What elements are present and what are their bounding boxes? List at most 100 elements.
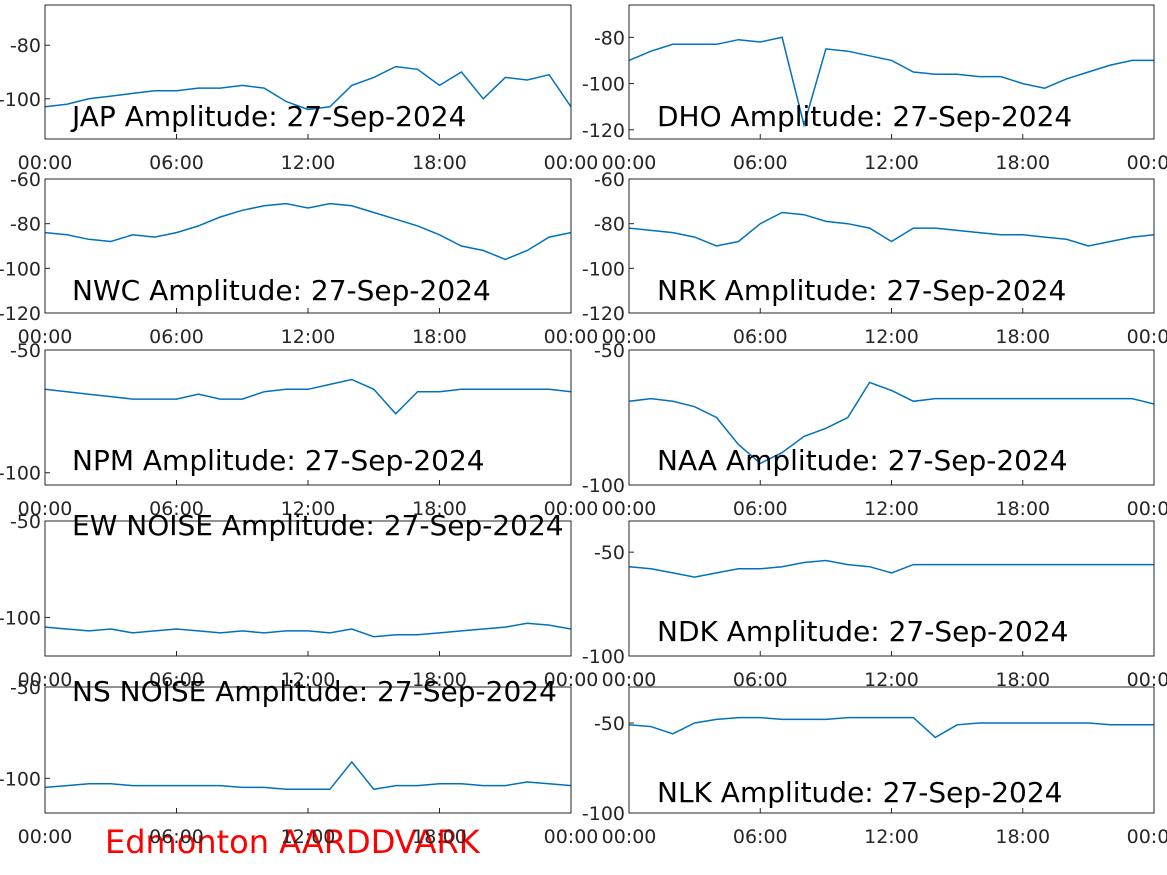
x-tick-label: 06:00 [149, 152, 204, 174]
x-tick-label: 18:00 [412, 498, 467, 520]
x-tick-label: 00:00 [544, 152, 599, 174]
x-tick-label: 00:00 [602, 826, 657, 848]
x-tick-label: 06:00 [149, 498, 204, 520]
plot [629, 559, 1154, 578]
x-tick-label: 00:00 [18, 826, 73, 848]
x-tick-label: 12:00 [281, 498, 336, 520]
x-tick-label: 06:00 [733, 826, 788, 848]
x-tick-label: 00:00 [1127, 152, 1167, 174]
plot [45, 622, 571, 638]
plot [45, 378, 571, 415]
x-tick-label: 06:00 [733, 152, 788, 174]
series-line [45, 760, 571, 791]
x-tick-label: 00:00 [602, 498, 657, 520]
plot [45, 65, 571, 111]
y-tick-label: -80 [10, 35, 41, 57]
x-tick-label: 18:00 [995, 669, 1050, 691]
y-tick-label: -100 [0, 258, 41, 280]
y-tick-label: -100 [0, 607, 41, 629]
y-tick-label: -50 [10, 340, 41, 362]
x-tick-label: 00:00 [544, 326, 599, 348]
x-tick-label: 00:00 [602, 152, 657, 174]
series-line [45, 622, 571, 638]
x-tick-label: 18:00 [412, 326, 467, 348]
y-tick-label: -50 [10, 511, 41, 533]
panel-title: EW NOISE Amplitude: 27-Sep-2024 [72, 509, 564, 542]
x-tick-label: 18:00 [995, 498, 1050, 520]
x-tick-label: 00:00 [1127, 498, 1167, 520]
y-tick-label: -80 [594, 27, 625, 49]
panel-title: NWC Amplitude: 27-Sep-2024 [72, 274, 491, 307]
plot [629, 211, 1154, 247]
footer: Edmonton AARDDVARK [105, 823, 481, 861]
panel-title: NS NOISE Amplitude: 27-Sep-2024 [72, 675, 557, 708]
series-line [629, 211, 1154, 247]
x-tick-label: 00:00 [602, 669, 657, 691]
y-tick-label: -100 [0, 463, 41, 485]
x-tick-label: 00:00 [18, 669, 73, 691]
x-tick-label: 06:00 [733, 326, 788, 348]
x-tick-label: 12:00 [864, 152, 919, 174]
x-tick-label: 12:00 [864, 326, 919, 348]
panel-title: NPM Amplitude: 27-Sep-2024 [72, 444, 485, 477]
y-tick-label: -80 [10, 214, 41, 236]
y-tick-label: -50 [594, 340, 625, 362]
x-tick-label: 00:00 [544, 826, 599, 848]
y-tick-label: -120 [582, 303, 625, 325]
panel-title: NAA Amplitude: 27-Sep-2024 [657, 444, 1068, 477]
x-tick-label: 06:00 [733, 498, 788, 520]
panel-title: NLK Amplitude: 27-Sep-2024 [657, 776, 1063, 809]
panel-title: JAP Amplitude: 27-Sep-2024 [70, 100, 466, 133]
x-tick-label: 06:00 [149, 669, 204, 691]
plot [45, 760, 571, 791]
x-tick-label: 00:00 [18, 152, 73, 174]
x-tick-label: 18:00 [412, 152, 467, 174]
y-tick-label: -60 [10, 169, 41, 191]
y-tick-label: -60 [594, 169, 625, 191]
x-tick-label: 18:00 [995, 326, 1050, 348]
plot [629, 716, 1154, 739]
x-tick-label: 00:00 [1127, 826, 1167, 848]
panel-title: NDK Amplitude: 27-Sep-2024 [657, 615, 1068, 648]
x-tick-label: 06:00 [149, 326, 204, 348]
x-tick-label: 00:00 [18, 326, 73, 348]
y-tick-label: -120 [0, 303, 41, 325]
series-line [45, 202, 571, 261]
series-line [629, 559, 1154, 578]
x-tick-label: 00:00 [544, 669, 599, 691]
x-tick-label: 00:00 [602, 326, 657, 348]
plot [629, 381, 1154, 465]
x-tick-label: 06:00 [733, 669, 788, 691]
x-tick-label: 18:00 [412, 826, 467, 848]
series-line [629, 36, 1154, 128]
y-tick-label: -100 [582, 803, 625, 825]
y-tick-label: -100 [0, 89, 41, 111]
series-line [629, 381, 1154, 465]
x-tick-label: 00:00 [1127, 669, 1167, 691]
plot [45, 202, 571, 261]
series-line [45, 65, 571, 111]
y-tick-label: -100 [582, 74, 625, 96]
y-tick-label: -50 [594, 713, 625, 735]
x-tick-label: 18:00 [995, 826, 1050, 848]
y-tick-label: -50 [10, 677, 41, 699]
plot [629, 36, 1154, 128]
panel-title: DHO Amplitude: 27-Sep-2024 [657, 100, 1072, 133]
x-tick-label: 12:00 [281, 669, 336, 691]
x-tick-label: 00:00 [1127, 326, 1167, 348]
x-tick-label: 12:00 [864, 498, 919, 520]
y-tick-label: -100 [582, 475, 625, 497]
y-tick-label: -50 [594, 542, 625, 564]
series-line [45, 378, 571, 415]
x-tick-label: 00:00 [544, 498, 599, 520]
x-tick-label: 12:00 [864, 669, 919, 691]
x-tick-label: 06:00 [149, 826, 204, 848]
x-tick-label: 12:00 [281, 826, 336, 848]
series-line [629, 716, 1154, 739]
x-tick-label: 00:00 [18, 498, 73, 520]
x-tick-label: 18:00 [995, 152, 1050, 174]
y-tick-label: -100 [582, 646, 625, 668]
y-tick-label: -120 [582, 120, 625, 142]
x-tick-label: 18:00 [412, 669, 467, 691]
